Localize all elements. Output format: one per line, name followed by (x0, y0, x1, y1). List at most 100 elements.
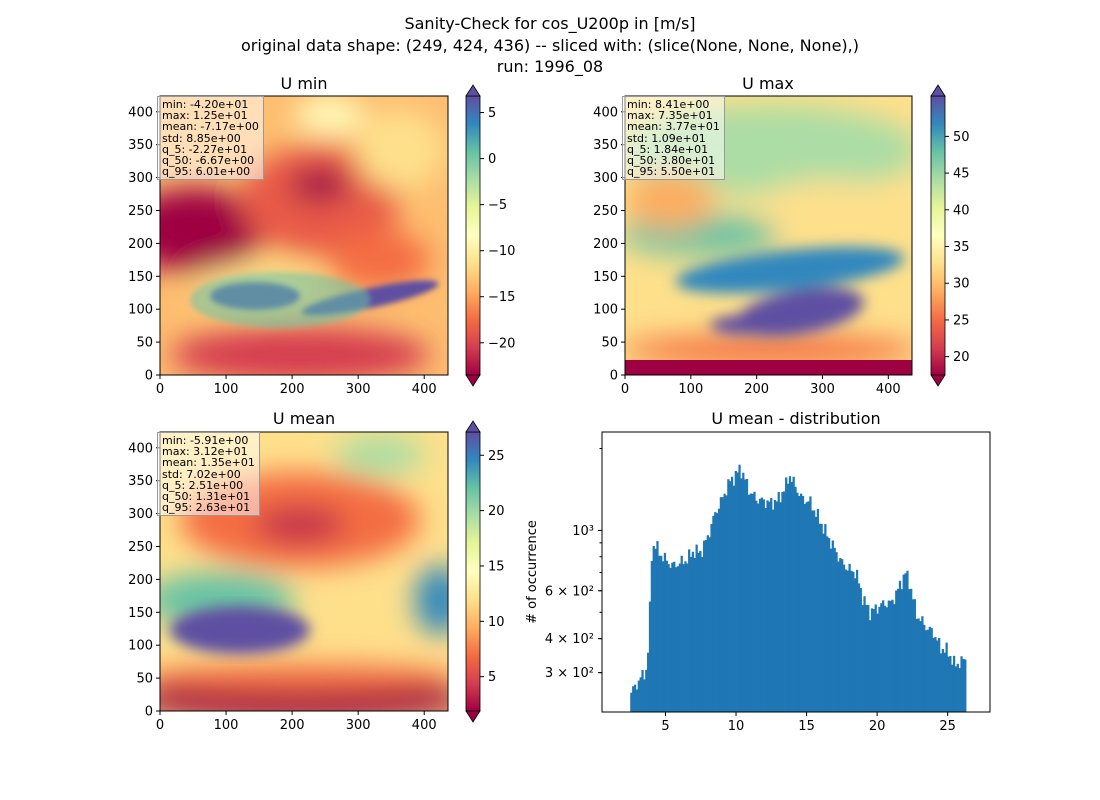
histogram-bar (839, 558, 842, 712)
histogram-bar (855, 569, 859, 712)
y-tick-label: 0 (610, 369, 618, 384)
y-tick-label: 300 (128, 171, 153, 186)
y-tick-label: 200 (128, 573, 153, 588)
histogram-bar (952, 655, 956, 712)
histogram-bar (712, 515, 715, 712)
y-axis: 3 × 10² 4 × 10² 6 × 10² 10³ (545, 448, 602, 681)
histogram-bar (954, 666, 958, 712)
heatmap-strip (625, 360, 912, 375)
y-tick-label: 400 (128, 441, 153, 456)
heatmap-blob (710, 315, 790, 335)
histogram-bar (661, 561, 665, 712)
histogram-bar (842, 564, 846, 712)
colorbar-tick-label: 40 (953, 203, 970, 218)
heatmap-blob (415, 565, 448, 635)
histogram-bar (878, 606, 881, 712)
heatmap-blob (160, 188, 265, 272)
histogram-bar (891, 599, 894, 712)
histogram-bar (857, 583, 861, 712)
histogram-bar (887, 600, 890, 712)
histogram-bar (725, 495, 728, 712)
heatmap-blob (330, 230, 430, 290)
histogram-bar (693, 557, 696, 712)
histogram-bar (936, 640, 939, 712)
colorbar-gradient (465, 95, 481, 376)
y-axis-label: # of occurrence (525, 520, 540, 624)
y-tick-label: 50 (136, 336, 153, 351)
x-axis: 0 100 200 300 400 (156, 711, 437, 733)
histogram-bar (939, 653, 943, 712)
x-axis: 5 10 15 20 25 (661, 712, 956, 734)
colorbar-tick-label: 30 (953, 277, 970, 292)
y-axis: 0 50 100 150 200 250 300 350 400 (593, 105, 625, 384)
histogram-bar (738, 464, 741, 712)
y-tick-label: 0 (145, 369, 153, 384)
y-tick-label: 0 (145, 705, 153, 720)
axes-frame (159, 95, 449, 376)
histogram-bar (753, 491, 756, 712)
stat-q5: q_5: -2.27e+01 (162, 142, 248, 156)
histogram-bar (716, 513, 719, 712)
histogram-bar (811, 510, 814, 712)
heatmap-blob (160, 664, 448, 692)
histogram-bar (861, 605, 864, 712)
histogram-bar (630, 692, 633, 712)
colorbar-u-max: 50 45 40 35 30 25 20 (930, 84, 970, 387)
y-tick-label: 200 (128, 237, 153, 252)
histogram-bar (744, 479, 747, 712)
histogram-bar (898, 580, 902, 712)
colorbar-tick-label: 10 (488, 615, 505, 630)
stat-q50: q_50: 1.31e+01 (162, 490, 251, 504)
panel-title: U max (742, 74, 794, 93)
x-tick-label: 200 (744, 382, 769, 397)
y-tick-label: 350 (128, 138, 153, 153)
histogram-bar (775, 501, 778, 712)
colorbar-extend-min (465, 710, 481, 723)
y-tick-label: 150 (593, 270, 618, 285)
histogram-bar (923, 624, 926, 712)
heatmap-blob (625, 170, 715, 230)
histogram-bar (708, 537, 711, 712)
histogram-bar (846, 570, 849, 712)
y-tick-label: 100 (128, 639, 153, 654)
histogram-bar (831, 540, 834, 712)
stat-q95: q_95: 6.01e+00 (162, 165, 251, 179)
histogram-bar (706, 535, 709, 712)
histogram-bar (885, 607, 889, 712)
stat-q5: q_5: 1.84e+01 (627, 142, 709, 156)
x-tick-label: 400 (876, 382, 901, 397)
histogram-bar (852, 571, 855, 712)
x-tick-label: 25 (939, 719, 956, 734)
colorbar-tick-label: 5 (488, 670, 496, 685)
histogram-bar (723, 493, 726, 712)
x-tick-label: 100 (214, 718, 239, 733)
histogram-bar (788, 476, 792, 712)
histogram-bar (783, 491, 786, 712)
colorbar-tick-label: 50 (953, 130, 970, 145)
colorbar-tick-label: 45 (953, 167, 970, 182)
histogram-bar (964, 659, 967, 712)
histogram-bar (917, 618, 920, 712)
stat-q95: q_95: 5.50e+01 (627, 165, 716, 179)
histogram-bar (803, 503, 806, 712)
histogram-bar (745, 478, 749, 712)
histogram-bar (921, 616, 924, 712)
y-axis: 0 50 100 150 200 250 300 350 400 (128, 105, 160, 384)
figure-title-line2: original data shape: (249, 424, 436) -- … (241, 36, 859, 55)
histogram-bar (719, 497, 723, 712)
histogram-bar (680, 555, 683, 712)
colorbar-gradient (930, 95, 946, 376)
x-tick-label: 20 (869, 719, 886, 734)
histogram-bar (869, 620, 872, 712)
histogram-bar (779, 502, 782, 712)
histogram-bar (695, 544, 698, 712)
heatmap-u-min (160, 96, 448, 375)
histogram-bar (643, 679, 646, 712)
y-axis: 0 50 100 150 200 250 300 350 400 (128, 441, 160, 720)
colorbar-extend-min (930, 374, 946, 387)
histogram-bar (786, 483, 790, 712)
histogram-bar (818, 523, 821, 712)
histogram-bar (635, 689, 639, 712)
histogram-bar (900, 589, 903, 712)
histogram-bar (689, 556, 693, 712)
